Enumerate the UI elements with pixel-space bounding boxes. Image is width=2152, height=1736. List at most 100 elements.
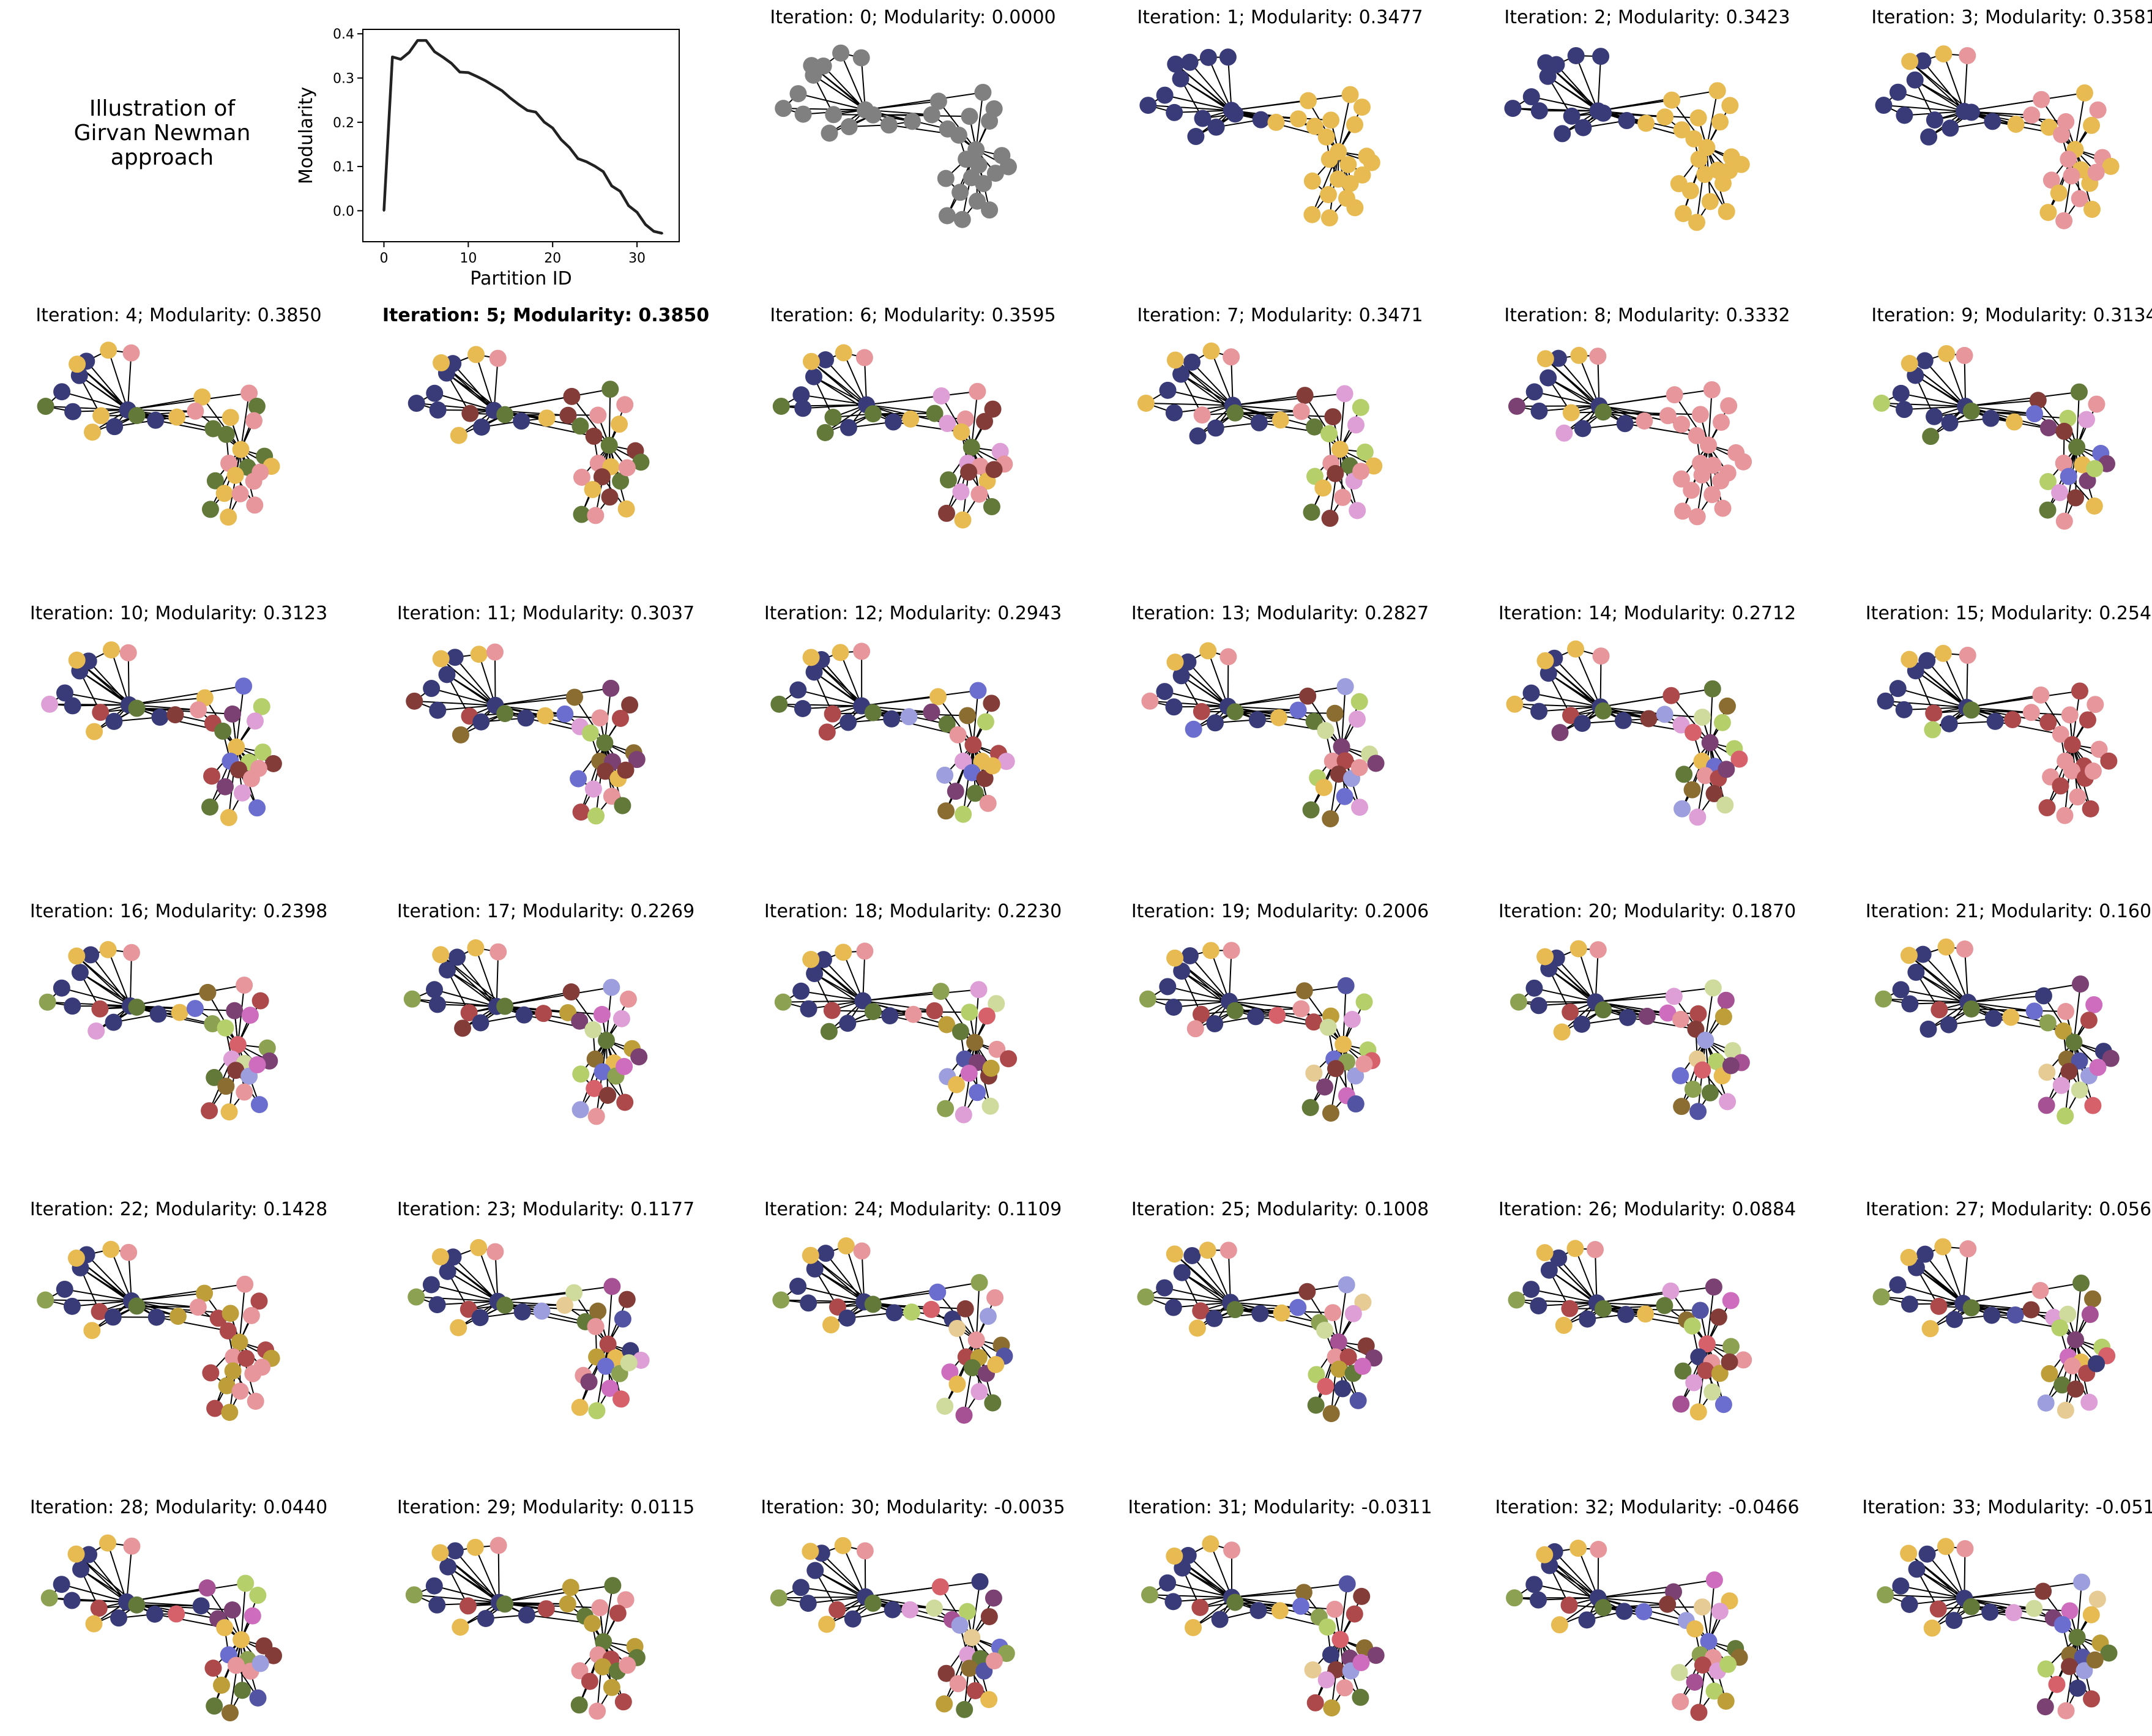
graph-node (970, 981, 988, 999)
graph-node (2067, 1331, 2085, 1349)
graph-node (1304, 1661, 1322, 1678)
data-point (543, 121, 545, 123)
graph-node (1165, 404, 1183, 422)
graph-node (2038, 799, 2056, 817)
graph-node (250, 1096, 268, 1114)
panel-title: Iteration: 24; Modularity: 0.1109 (764, 1199, 1062, 1220)
graph-node (1945, 1612, 1963, 1630)
graph-edge (131, 1283, 245, 1302)
network-panel: Iteration: 18; Modularity: 0.2230 (764, 901, 1062, 1123)
graph-node (967, 1331, 985, 1349)
graph-node (1691, 406, 1709, 423)
graph-node (242, 1306, 260, 1324)
panel-title: Iteration: 9; Modularity: 0.3134 (1871, 305, 2152, 326)
graph-edge (1534, 987, 1596, 1003)
x-tick-label: 30 (628, 251, 646, 266)
graph-node (1716, 796, 1734, 814)
graph-node (1506, 1589, 1524, 1607)
graph-node (571, 1012, 589, 1030)
graph-node (983, 498, 1000, 516)
graph-node (86, 723, 103, 740)
graph-node (1206, 1015, 1224, 1033)
graph-node (223, 1601, 241, 1619)
panel-title: Iteration: 0; Modularity: 0.0000 (770, 7, 1056, 28)
graph-node (770, 1589, 787, 1607)
graph-node (1191, 1598, 1209, 1616)
graph-edge (1965, 391, 2080, 408)
graph-node (904, 1005, 922, 1023)
graph-node (122, 944, 140, 961)
graph-node (450, 427, 467, 444)
graph-node (1166, 351, 1184, 369)
graph-node (954, 511, 972, 529)
graph-node (616, 1093, 634, 1111)
graph-node (1674, 1362, 1692, 1380)
graph-node (603, 1278, 621, 1295)
graph-node (817, 1245, 835, 1262)
graph-edge (1964, 92, 2085, 113)
graph-node (264, 754, 282, 772)
graph-node (1137, 1288, 1155, 1306)
graph-edge (156, 1316, 229, 1332)
graph-edge (866, 404, 935, 414)
graph-node (1956, 940, 1973, 958)
graph-edge (1897, 91, 1965, 113)
graph-node (975, 174, 992, 192)
graph-node (1703, 486, 1721, 504)
graph-edge (1229, 1000, 1301, 1010)
graph-node (1570, 346, 1588, 364)
graph-node (63, 1592, 81, 1609)
data-point (594, 165, 596, 168)
graph-node (1592, 647, 1610, 665)
graph-node (425, 981, 443, 999)
graph-edge (61, 987, 131, 1007)
graph-node (477, 1609, 494, 1627)
graph-node (220, 509, 237, 526)
graph-node (800, 1294, 817, 1312)
graph-node (620, 1354, 638, 1372)
graph-node (67, 1545, 85, 1563)
graph-node (1363, 154, 1380, 171)
graph-node (988, 1040, 1006, 1058)
graph-edge (1577, 948, 1596, 1002)
graph-node (976, 412, 994, 430)
graph-node (2088, 395, 2105, 413)
graph-node (53, 979, 70, 997)
graph-edge (975, 1282, 980, 1340)
graph-node (969, 192, 986, 210)
y-tick-label: 0.2 (333, 116, 354, 131)
graph-node (962, 438, 980, 456)
graph-node (1172, 70, 1190, 88)
graph-node (1165, 698, 1183, 716)
data-point (518, 103, 520, 106)
graph-node (1901, 53, 1919, 70)
graph-node (1306, 117, 1324, 135)
graph-node (1551, 724, 1569, 742)
graph-edge (456, 956, 497, 1007)
graph-node (1672, 1067, 1689, 1085)
graph-node (923, 703, 940, 721)
graph-node (824, 705, 841, 723)
graph-node (980, 1607, 998, 1625)
graph-edge (1924, 360, 1966, 407)
graph-node (936, 766, 954, 784)
graph-edge (494, 389, 611, 411)
data-point (467, 72, 469, 74)
graph-node (1567, 47, 1585, 64)
graph-node (146, 1605, 163, 1623)
graph-node (1574, 119, 1592, 136)
graph-node (1347, 416, 1365, 434)
graph-node (844, 1610, 862, 1628)
graph-node (224, 705, 242, 723)
graph-node (444, 1248, 462, 1266)
graph-node (840, 419, 857, 436)
graph-node (2082, 800, 2099, 818)
graph-node (1638, 1007, 1656, 1025)
graph-node (226, 466, 244, 484)
graph-node (2055, 212, 2073, 229)
graph-node (429, 401, 447, 419)
graph-node (429, 701, 447, 719)
graph-edge (1967, 690, 2080, 709)
graph-node (938, 715, 956, 733)
graph-edge (478, 654, 496, 706)
